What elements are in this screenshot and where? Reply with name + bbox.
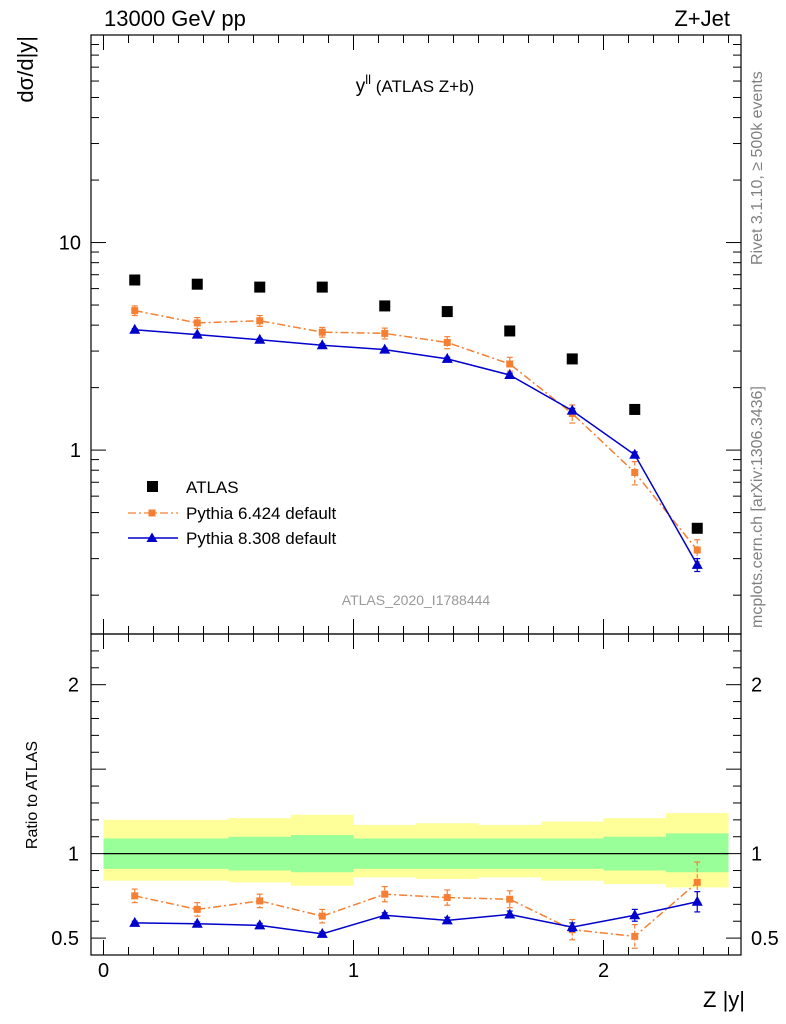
legend: ATLAS Pythia 6.424 default Pythia 8.308 … [128,478,337,548]
ratio-frame [90,633,742,956]
legend-atlas-label: ATLAS [186,478,239,497]
ratio-line-triangle [134,901,698,935]
ratio-point-triangle [441,914,453,925]
main-point-square [129,274,141,286]
ratio-point-square [693,878,701,886]
ratio-point-square [381,890,389,898]
ratio-point-triangle [129,916,141,927]
main-point-square [131,307,139,315]
legend-py8-marker [146,532,158,542]
ratio-y-tick-label-right: 1 [751,844,762,866]
main-point-square [254,281,266,293]
legend-py6-marker [148,509,156,517]
ratio-point-triangle [379,909,391,920]
main-point-square [631,468,639,476]
mcplots-label: mcplots.cern.ch [arXiv:1306.3436] [749,386,766,628]
legend-atlas-marker [147,481,158,492]
rivet-label: Rivet 3.1.10, ≥ 500k events [749,71,766,265]
main-point-triangle [566,404,578,415]
main-point-triangle [191,328,203,339]
main-point-square [316,281,328,293]
ratio-y-tick-label-right: 0.5 [751,928,779,950]
ratio-panel: 0 1 2 0.5 0.5 1 1 2 2 Ratio to ATLAS Z |y| [24,633,779,1012]
legend-py8-label: Pythia 8.308 default [186,529,337,548]
main-title-suffix: (ATLAS Z+b) [371,77,474,96]
ratio-point-square [256,897,264,905]
main-title-text: y [356,76,366,97]
ratio-y-tick-label-right: 2 [751,675,762,697]
main-point-square [691,522,703,534]
main-point-square [191,278,203,290]
main-point-square [318,328,326,336]
ratio-point-square [631,932,639,940]
main-point-square [443,338,451,346]
ratio-x-tick-label: 0 [98,960,109,982]
main-title-superscript: ll [365,72,371,87]
ratio-point-square [131,892,139,900]
main-point-square [381,329,389,337]
main-title: yll (ATLAS Z+b) [356,72,474,97]
ratio-point-square [193,905,201,913]
main-y-tick-label: 1 [70,440,81,462]
ratio-x-tick-label: 1 [348,960,359,982]
ratio-y-tick-label: 1 [68,844,79,866]
ratio-plot-area: 0 1 2 0.5 0.5 1 1 2 2 [51,633,779,982]
header-left: 13000 GeV pp [104,6,246,31]
ratio-point-triangle [191,917,203,928]
ratio-ylabel: Ratio to ATLAS [24,741,41,849]
main-point-triangle [629,448,641,459]
main-panel: 110 yll (ATLAS Z+b) ATLAS_2020_I1788444 … [13,34,742,635]
main-point-square [566,353,578,365]
main-ylabel: dσ/d|y| [13,36,38,103]
main-line-square [134,309,698,551]
ratio-point-triangle [254,919,266,930]
ratio-point-triangle [504,908,516,919]
ratio-point-square [318,912,326,920]
main-plot-area: 1 10 [59,34,742,635]
main-watermark: ATLAS_2020_I1788444 [342,592,491,608]
main-point-triangle [129,323,141,334]
ratio-x-tick-label: 2 [598,960,609,982]
main-point-square [629,403,641,415]
ratio-line-square [134,881,698,938]
main-point-square [506,360,514,368]
main-point-square [256,317,264,325]
ratio-point-triangle [629,909,641,920]
ratio-point-square [443,894,451,902]
main-point-triangle [379,343,391,354]
ratio-y-tick-label: 0.5 [51,928,79,950]
main-point-square [693,546,701,554]
main-point-square [441,306,453,318]
main-point-square [379,300,391,312]
ratio-point-triangle [691,895,703,906]
band-green [666,833,729,873]
main-point-triangle [504,369,516,380]
main-y-tick-label: 10 [59,233,81,255]
header-right: Z+Jet [674,6,730,31]
legend-py6-label: Pythia 6.424 default [186,504,337,523]
ratio-y-tick-label: 2 [68,675,79,697]
main-point-triangle [441,352,453,363]
main-point-triangle [254,333,266,344]
ratio-point-triangle [566,921,578,932]
main-point-square [504,325,516,337]
ratio-point-square [506,895,514,903]
main-point-triangle [316,339,328,350]
main-point-square [193,319,201,327]
main-point-triangle [691,558,703,569]
ratio-point-triangle [316,927,328,938]
main-line-triangle [134,329,698,566]
ratio-xlabel: Z |y| [703,987,745,1012]
